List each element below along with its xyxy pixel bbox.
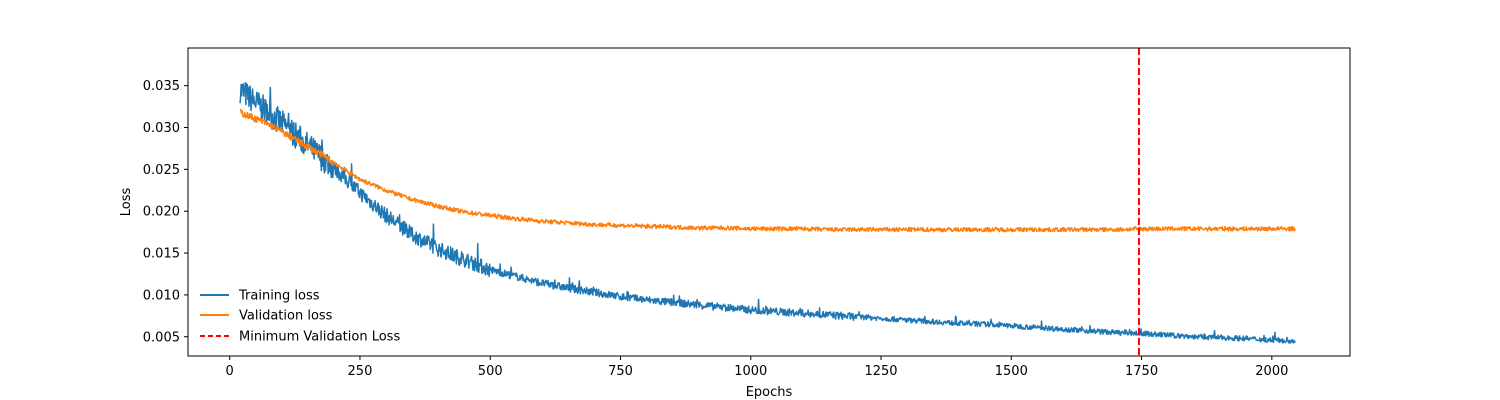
x-axis: 0 250 500 750 1000 1250 1500 1750 2000: [226, 356, 1288, 379]
y-tick-label: 0.025: [143, 163, 180, 178]
x-tick-label: 1000: [734, 364, 767, 379]
plot-area: [239, 48, 1297, 356]
x-tick-label: 1250: [864, 364, 897, 379]
legend: Training loss Validation loss Minimum Va…: [200, 289, 400, 345]
series-line-training: [239, 81, 1296, 345]
legend-label-training: Training loss: [238, 289, 320, 304]
y-tick-label: 0.030: [143, 121, 180, 136]
y-tick-label: 0.015: [143, 247, 180, 262]
y-tick-label: 0.020: [143, 205, 180, 220]
x-axis-label: Epochs: [746, 385, 793, 400]
y-tick-label: 0.010: [143, 288, 180, 303]
y-axis-label: Loss: [119, 188, 134, 217]
series-line-validation: [239, 108, 1297, 233]
legend-label-validation: Validation loss: [239, 309, 333, 324]
x-tick-label: 0: [226, 364, 234, 379]
x-tick-label: 500: [478, 364, 503, 379]
x-tick-label: 750: [608, 364, 633, 379]
y-axis: 0.005 0.010 0.015 0.020 0.025 0.030 0.035: [143, 79, 188, 345]
legend-label-min-validation: Minimum Validation Loss: [239, 330, 400, 345]
x-tick-label: 1500: [995, 364, 1028, 379]
y-tick-label: 0.005: [143, 330, 180, 345]
x-tick-label: 250: [348, 364, 373, 379]
y-tick-label: 0.035: [143, 79, 180, 94]
x-tick-label: 1750: [1125, 364, 1158, 379]
x-tick-label: 2000: [1255, 364, 1288, 379]
plot-frame: [187, 47, 1351, 357]
